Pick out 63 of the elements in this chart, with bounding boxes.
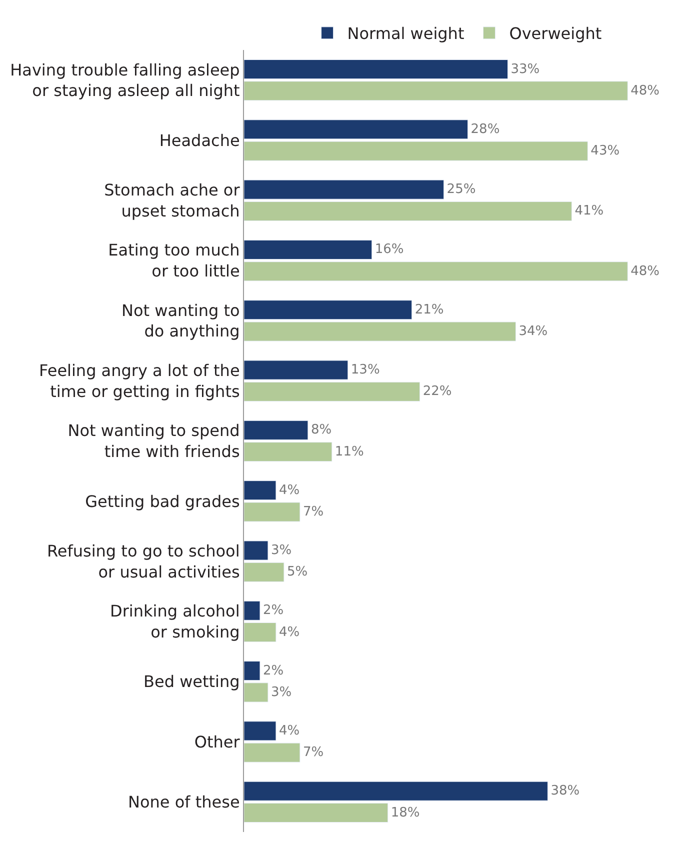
y-tick-label: Headache — [159, 130, 240, 150]
bar — [244, 201, 572, 221]
bar — [244, 802, 388, 823]
bar — [244, 262, 628, 282]
legend-label: Normal weight — [347, 24, 464, 44]
y-tick-label: Not wanting to do anything — [121, 300, 240, 341]
data-label: 48% — [630, 83, 660, 98]
y-tick-label: Refusing to go to school or usual activities — [46, 542, 240, 582]
data-label: 21% — [414, 302, 444, 318]
bar — [244, 420, 308, 440]
bar — [244, 682, 268, 702]
y-tick-label: Getting bad grades — [85, 492, 240, 511]
y-tick-label: Drinking alcohol or smoking — [110, 602, 240, 642]
data-label: 2% — [262, 663, 284, 678]
data-label: 8% — [310, 422, 332, 438]
data-label: 4% — [278, 723, 300, 738]
data-label: 16% — [374, 242, 404, 258]
y-tick-label: None of these — [128, 792, 240, 812]
data-label: 11% — [334, 444, 364, 460]
data-label: 22% — [422, 384, 452, 400]
data-label: 38% — [550, 784, 580, 799]
bar — [244, 322, 516, 342]
y-tick-label: Having trouble falling asleep or staying asleep all night — [10, 60, 240, 100]
bar — [244, 240, 372, 260]
data-label: 25% — [446, 182, 476, 198]
bar — [244, 382, 420, 402]
bar — [244, 600, 260, 620]
data-label: 4% — [278, 482, 300, 498]
bar — [244, 540, 268, 560]
data-label: 13% — [350, 362, 380, 378]
bar — [244, 562, 284, 582]
bar — [244, 781, 548, 801]
data-label: 48% — [630, 264, 660, 279]
y-tick-label: Bed wetting — [144, 672, 240, 692]
data-label: 41% — [574, 204, 604, 219]
data-label: 5% — [286, 564, 308, 580]
bar — [244, 442, 332, 462]
data-label: 34% — [518, 324, 548, 340]
data-label: 7% — [302, 504, 324, 520]
data-label: 3% — [270, 684, 292, 700]
bar — [244, 502, 300, 522]
bar — [244, 480, 276, 500]
bar — [244, 661, 260, 681]
y-tick-label: Not wanting to spend time with friends — [68, 421, 240, 461]
y-tick-label: Other — [194, 732, 240, 752]
bar — [244, 81, 628, 101]
bar — [244, 180, 444, 200]
bar — [244, 300, 412, 320]
data-label: 4% — [278, 624, 300, 640]
bar — [244, 622, 276, 642]
data-label: 28% — [470, 122, 500, 137]
data-label: 18% — [390, 805, 420, 820]
legend-label: Overweight — [509, 24, 602, 44]
bar — [244, 59, 508, 80]
data-label: 7% — [302, 745, 324, 760]
data-label: 2% — [262, 603, 284, 618]
data-label: 43% — [590, 144, 620, 159]
y-tick-label: Stomach ache or upset stomach — [104, 180, 240, 220]
y-tick-label: Feeling angry a lot of the time or getting in fights — [39, 361, 240, 401]
bar — [244, 360, 348, 380]
data-label: 33% — [510, 62, 540, 77]
y-tick-label: Eating too much or too little — [108, 240, 240, 281]
data-label: 3% — [270, 542, 292, 558]
